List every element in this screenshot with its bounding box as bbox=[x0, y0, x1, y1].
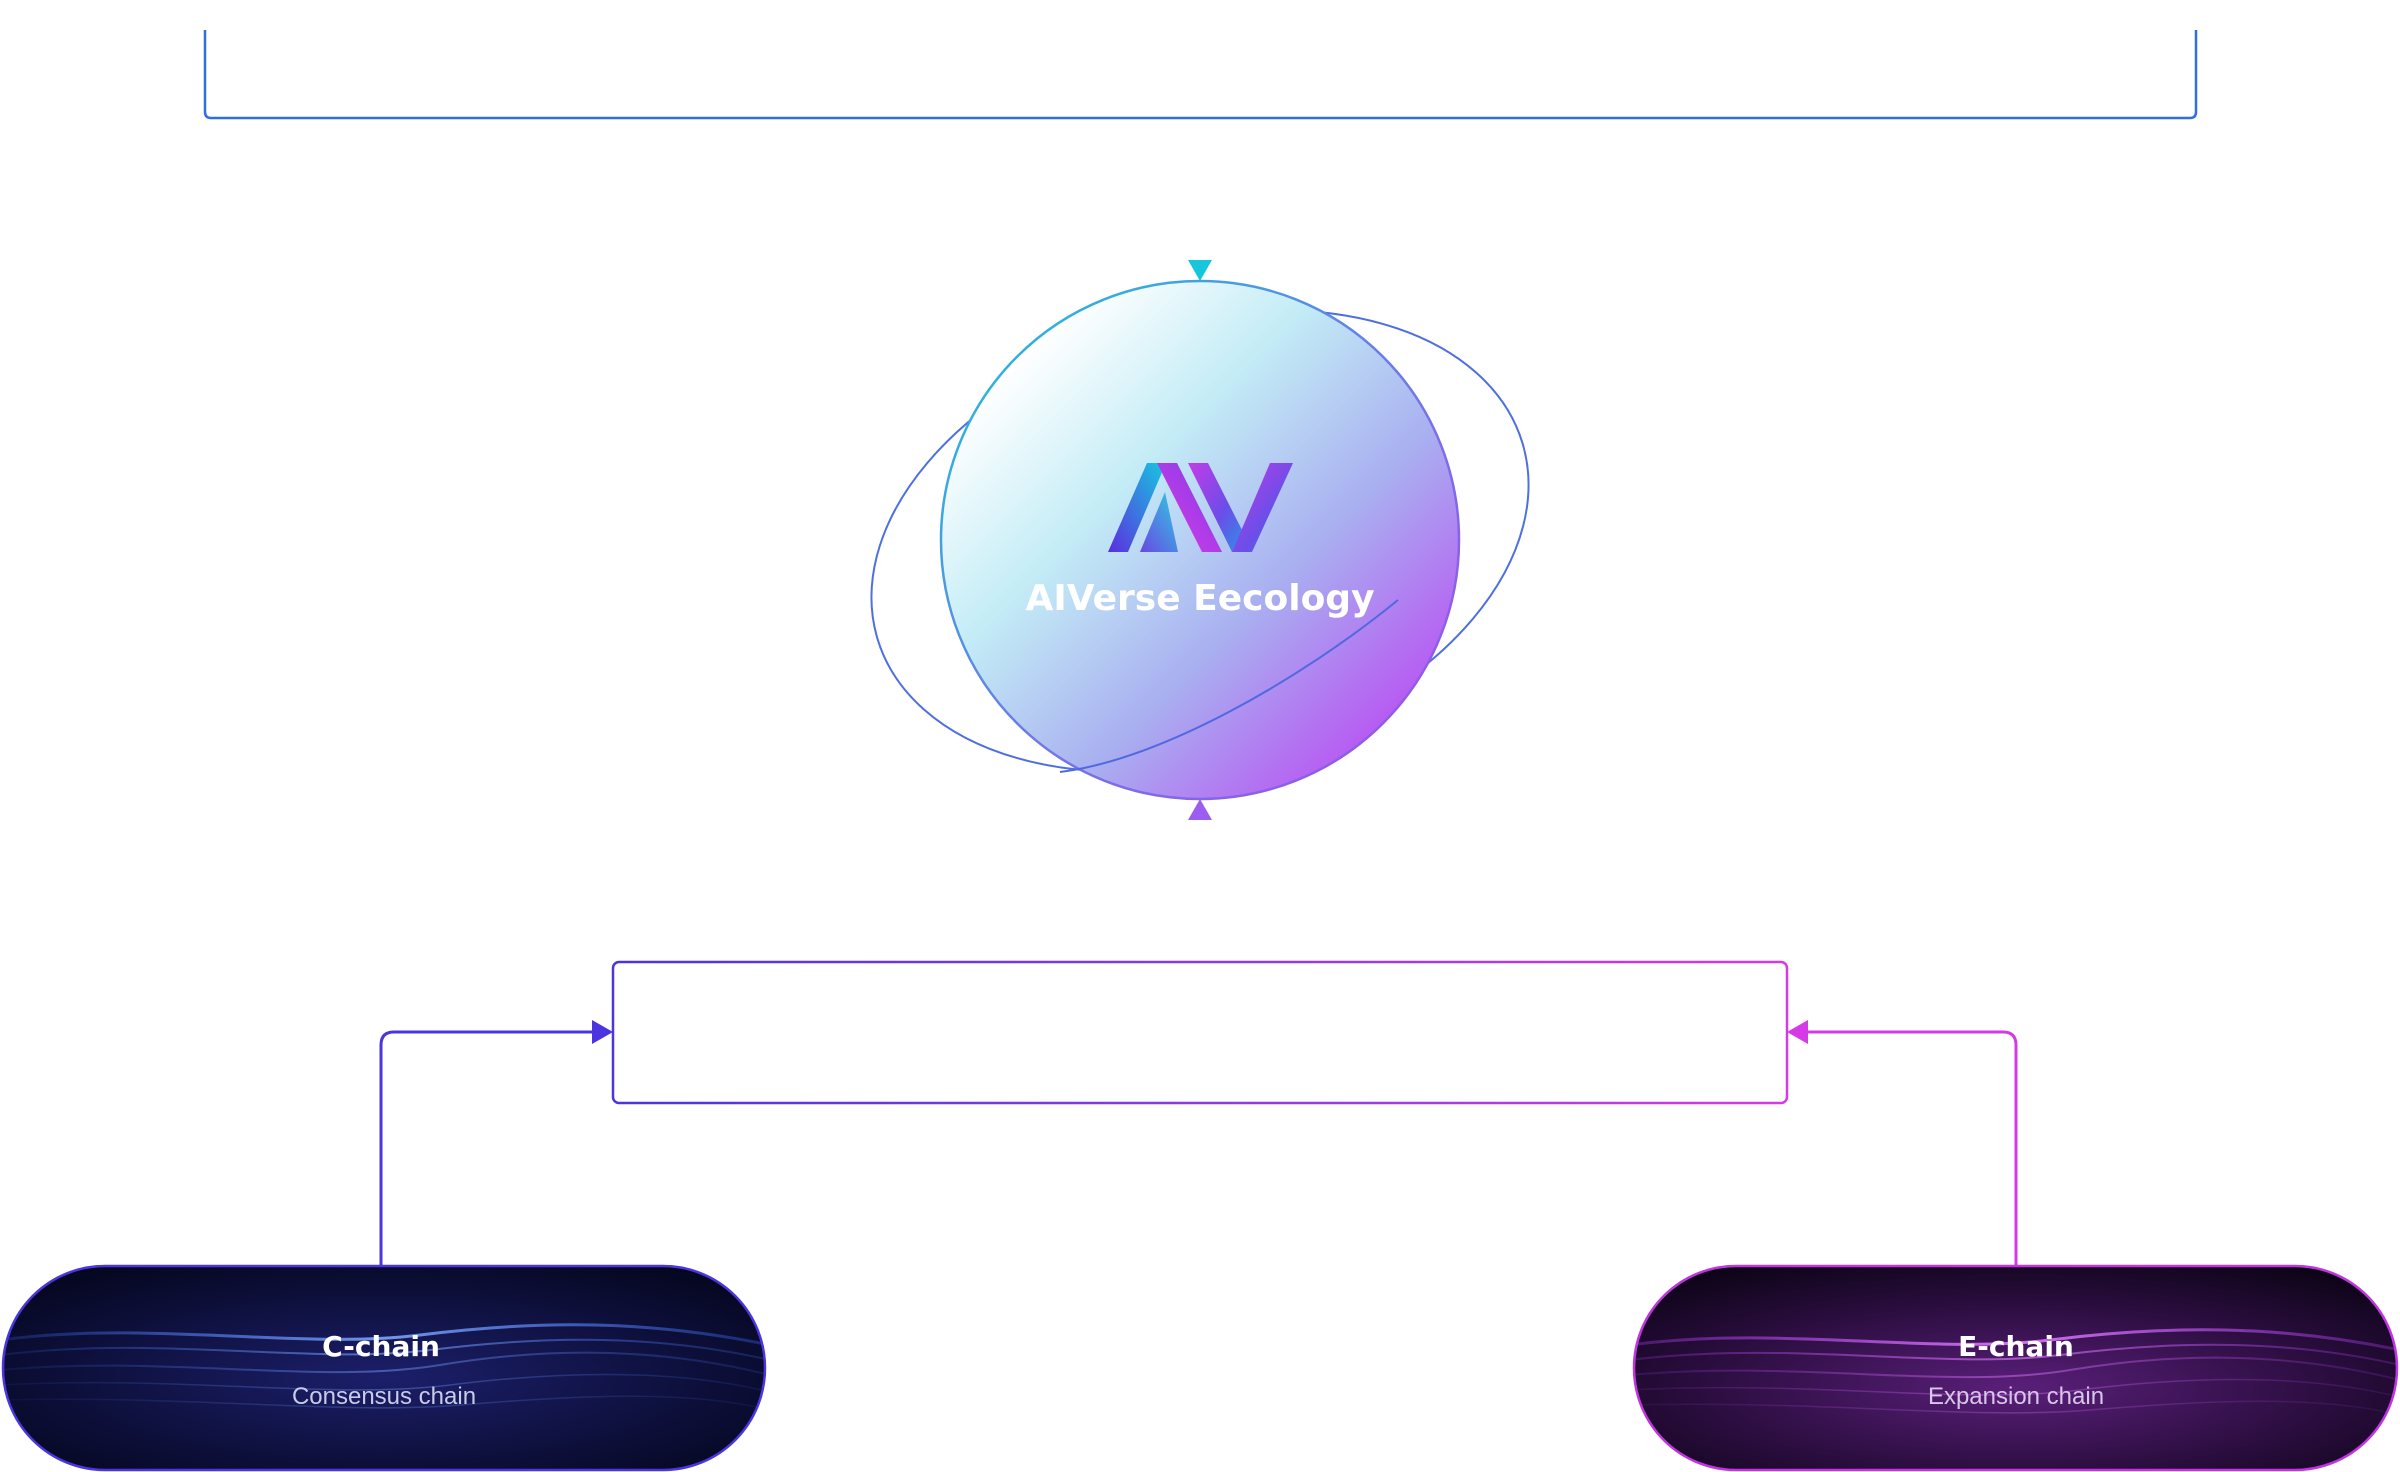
hub-to-planet-connector bbox=[1188, 799, 1212, 962]
up-arrow-icon bbox=[1188, 799, 1212, 820]
hub-box bbox=[611, 960, 1789, 1105]
planet-orbit-front bbox=[1059, 599, 1399, 773]
e-chain-node: E-chain Expansion chain bbox=[1632, 1264, 2399, 1472]
e-chain-subtitle: Expansion chain bbox=[1928, 1383, 2104, 1410]
e-chain-title: E-chain bbox=[1958, 1330, 2074, 1363]
aiv-logo-icon bbox=[1108, 463, 1293, 552]
c-chain-node: C-chain Consensus chain bbox=[1, 1264, 767, 1472]
c-chain-subtitle: Consensus chain bbox=[292, 1383, 476, 1410]
e-chain-connector bbox=[1787, 1020, 2018, 1266]
e-chain-wave-texture bbox=[1634, 1328, 2397, 1416]
c-chain-wave-texture bbox=[3, 1323, 765, 1411]
top-connector bbox=[203, 30, 2198, 281]
left-arrow-icon bbox=[1787, 1020, 1808, 1044]
c-chain-title: C-chain bbox=[322, 1330, 440, 1363]
c-chain-connector bbox=[379, 1020, 613, 1266]
center-title: AIVerse Eecology bbox=[1025, 578, 1374, 619]
down-arrow-icon bbox=[1188, 260, 1212, 281]
right-arrow-icon bbox=[592, 1020, 613, 1044]
